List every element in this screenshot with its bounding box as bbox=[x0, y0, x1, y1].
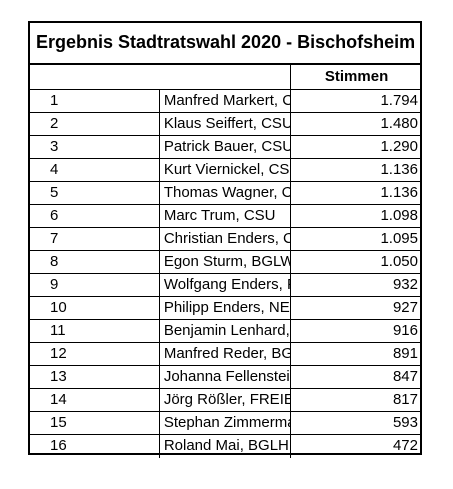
table-row: 16 Roland Mai, BGLH 472 bbox=[28, 434, 422, 458]
table-row: 11 Benjamin Lenhard, BGLW 916 bbox=[28, 319, 422, 343]
votes-cell: 472 bbox=[290, 434, 422, 458]
candidate-cell: Egon Sturm, BGLW bbox=[159, 250, 291, 274]
rank-cell: 12 bbox=[28, 342, 160, 366]
title-row: Ergebnis Stadtratswahl 2020 - Bischofshe… bbox=[28, 21, 422, 64]
rank-cell: 11 bbox=[28, 319, 160, 343]
votes-cell: 1.095 bbox=[290, 227, 422, 251]
rank-cell: 5 bbox=[28, 181, 160, 205]
rank-cell: 3 bbox=[28, 135, 160, 159]
candidate-cell: Manfred Reder, BGLH bbox=[159, 342, 291, 366]
votes-cell: 932 bbox=[290, 273, 422, 297]
rank-cell: 8 bbox=[28, 250, 160, 274]
table-row: 6 Marc Trum, CSU 1.098 bbox=[28, 204, 422, 228]
candidate-cell: Patrick Bauer, CSU bbox=[159, 135, 291, 159]
table-row: 14 Jörg Rößler, FREIE WÄHLER 817 bbox=[28, 388, 422, 412]
votes-cell: 847 bbox=[290, 365, 422, 389]
votes-cell: 1.794 bbox=[290, 89, 422, 113]
table-row: 5 Thomas Wagner, CSU 1.136 bbox=[28, 181, 422, 205]
table-row: 1 Manfred Markert, CSU 1.794 bbox=[28, 89, 422, 113]
table-row: 8 Egon Sturm, BGLW 1.050 bbox=[28, 250, 422, 274]
rank-cell: 2 bbox=[28, 112, 160, 136]
table-row: 10 Philipp Enders, NEO 927 bbox=[28, 296, 422, 320]
table-row: 4 Kurt Viernickel, CSU 1.136 bbox=[28, 158, 422, 182]
votes-cell: 891 bbox=[290, 342, 422, 366]
candidate-cell: Philipp Enders, NEO bbox=[159, 296, 291, 320]
table-row: 7 Christian Enders, CSU 1.095 bbox=[28, 227, 422, 251]
table-row: 9 Wolfgang Enders, FREIE WÄHLER 932 bbox=[28, 273, 422, 297]
rank-cell: 13 bbox=[28, 365, 160, 389]
votes-column-header: Stimmen bbox=[290, 63, 422, 90]
rank-cell: 10 bbox=[28, 296, 160, 320]
votes-cell: 1.290 bbox=[290, 135, 422, 159]
votes-cell: 1.050 bbox=[290, 250, 422, 274]
table-row: 12 Manfred Reder, BGLH 891 bbox=[28, 342, 422, 366]
candidate-cell: Benjamin Lenhard, BGLW bbox=[159, 319, 291, 343]
rank-cell: 4 bbox=[28, 158, 160, 182]
votes-cell: 817 bbox=[290, 388, 422, 412]
candidate-cell: Marc Trum, CSU bbox=[159, 204, 291, 228]
candidate-cell: Kurt Viernickel, CSU bbox=[159, 158, 291, 182]
votes-cell: 1.480 bbox=[290, 112, 422, 136]
candidate-cell: Wolfgang Enders, FREIE WÄHLER bbox=[159, 273, 291, 297]
candidate-cell: Manfred Markert, CSU bbox=[159, 89, 291, 113]
rank-cell: 6 bbox=[28, 204, 160, 228]
votes-cell: 927 bbox=[290, 296, 422, 320]
votes-cell: 1.136 bbox=[290, 158, 422, 182]
table-title: Ergebnis Stadtratswahl 2020 - Bischofshe… bbox=[36, 32, 416, 52]
rank-cell: 9 bbox=[28, 273, 160, 297]
table-row: 13 Johanna Fellenstein, NEO 847 bbox=[28, 365, 422, 389]
table-row: 2 Klaus Seiffert, CSU 1.480 bbox=[28, 112, 422, 136]
candidate-cell: Christian Enders, CSU bbox=[159, 227, 291, 251]
rank-cell: 14 bbox=[28, 388, 160, 412]
rank-cell: 7 bbox=[28, 227, 160, 251]
votes-cell: 916 bbox=[290, 319, 422, 343]
candidate-cell: Stephan Zimmermann, BGLW bbox=[159, 411, 291, 435]
votes-cell: 1.098 bbox=[290, 204, 422, 228]
rank-cell: 15 bbox=[28, 411, 160, 435]
header-empty-cell bbox=[28, 63, 291, 90]
votes-cell: 1.136 bbox=[290, 181, 422, 205]
table-row: 3 Patrick Bauer, CSU 1.290 bbox=[28, 135, 422, 159]
candidate-cell: Thomas Wagner, CSU bbox=[159, 181, 291, 205]
candidate-cell: Klaus Seiffert, CSU bbox=[159, 112, 291, 136]
candidate-cell: Roland Mai, BGLH bbox=[159, 434, 291, 458]
candidate-cell: Johanna Fellenstein, NEO bbox=[159, 365, 291, 389]
votes-cell: 593 bbox=[290, 411, 422, 435]
rank-cell: 1 bbox=[28, 89, 160, 113]
rank-cell: 16 bbox=[28, 434, 160, 458]
header-row: Stimmen bbox=[28, 63, 422, 90]
results-table: Ergebnis Stadtratswahl 2020 - Bischofshe… bbox=[28, 21, 422, 458]
table-row: 15 Stephan Zimmermann, BGLW 593 bbox=[28, 411, 422, 435]
candidate-cell: Jörg Rößler, FREIE WÄHLER bbox=[159, 388, 291, 412]
